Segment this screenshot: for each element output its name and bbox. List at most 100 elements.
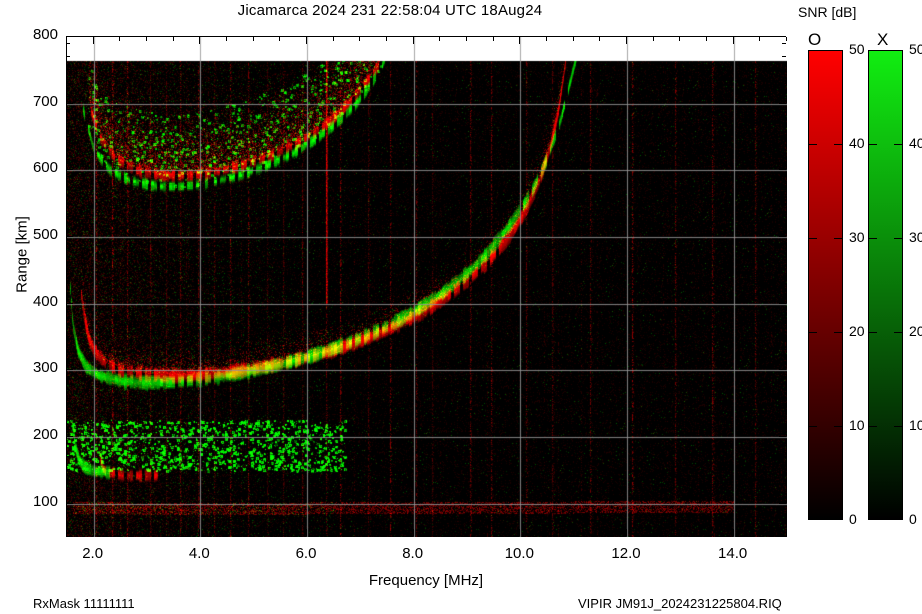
- y-minor-tick-mark: [66, 309, 70, 311]
- y-minor-tick-mark: [66, 362, 70, 364]
- y-tick-mark: [66, 502, 73, 504]
- colorbar-tick-mark: [868, 332, 877, 333]
- y-minor-tick-mark: [782, 216, 786, 217]
- y-minor-tick-mark: [782, 509, 786, 511]
- colorbar-o-label: O: [808, 30, 822, 49]
- y-tick-mark: [779, 502, 786, 504]
- colorbar-tick-label-o: 30: [849, 229, 865, 245]
- y-minor-tick-mark: [782, 242, 786, 244]
- colorbar-tick-label-x: 30: [909, 229, 922, 245]
- y-minor-tick-mark: [782, 82, 786, 84]
- y-minor-tick-mark: [782, 362, 786, 364]
- colorbar-tick-label-o: 40: [849, 135, 865, 151]
- y-minor-tick-mark: [782, 149, 786, 151]
- y-minor-tick-mark: [782, 229, 786, 231]
- y-tick-mark: [779, 36, 786, 37]
- x-minor-tick-mark: [386, 532, 387, 536]
- y-minor-tick-mark: [66, 496, 70, 497]
- x-minor-tick-mark: [706, 532, 707, 536]
- y-minor-tick-mark: [782, 296, 786, 297]
- colorbar-x-label: X: [877, 30, 889, 49]
- x-minor-tick-mark: [332, 37, 334, 41]
- y-tick-mark: [66, 236, 73, 237]
- colorbar-x-mode: [868, 50, 903, 520]
- y-minor-tick-mark: [782, 96, 786, 97]
- x-minor-tick-mark: [226, 532, 227, 536]
- colorbar-tick-label-o: 10: [849, 417, 865, 433]
- x-tick-label: 8.0: [402, 545, 424, 562]
- y-minor-tick-mark: [782, 402, 786, 404]
- x-minor-tick-mark: [706, 37, 707, 41]
- x-minor-tick-mark: [439, 532, 441, 536]
- y-minor-tick-mark: [66, 402, 70, 404]
- y-tick-label: 700: [32, 92, 58, 110]
- y-tick-label: 500: [32, 226, 58, 243]
- x-tick-label: 12.0: [611, 545, 641, 562]
- y-minor-tick-mark: [782, 309, 786, 311]
- y-tick-label: 600: [32, 159, 58, 177]
- colorbar-tick-label-o: 20: [849, 323, 865, 339]
- x-tick-mark: [92, 529, 94, 536]
- y-minor-tick-mark: [66, 109, 70, 111]
- x-tick-mark: [519, 37, 521, 44]
- y-tick-mark: [66, 102, 73, 104]
- y-minor-tick-mark: [66, 482, 70, 484]
- y-minor-tick-mark: [782, 282, 786, 284]
- y-minor-tick-mark: [66, 162, 70, 164]
- y-minor-tick-mark: [782, 349, 786, 351]
- colorbar-o-mode: [808, 50, 843, 520]
- x-minor-tick-mark: [652, 37, 654, 41]
- x-minor-tick-mark: [546, 532, 547, 536]
- x-minor-tick-mark: [466, 532, 467, 536]
- colorbar-tick-label-x: 50: [909, 41, 922, 57]
- x-tick-mark: [199, 37, 201, 44]
- x-minor-tick-mark: [759, 37, 761, 41]
- y-tick-label: 400: [32, 292, 58, 310]
- y-minor-tick-mark: [66, 509, 70, 511]
- y-minor-tick-mark: [66, 282, 70, 284]
- x-minor-tick-mark: [599, 37, 601, 41]
- x-minor-tick-mark: [546, 37, 547, 41]
- y-minor-tick-mark: [66, 216, 70, 217]
- y-minor-tick-mark: [66, 69, 70, 71]
- y-minor-tick-mark: [66, 42, 70, 44]
- y-minor-tick-mark: [782, 456, 786, 457]
- x-minor-tick-mark: [119, 37, 121, 41]
- y-tick-mark: [779, 236, 786, 237]
- y-minor-tick-mark: [782, 496, 786, 497]
- colorbar-tick-mark: [894, 332, 903, 333]
- x-minor-tick-mark: [359, 37, 361, 41]
- rxmask-status: RxMask 11111111: [33, 596, 135, 611]
- y-minor-tick-mark: [66, 269, 70, 271]
- colorbar-title: SNR [dB]: [798, 4, 857, 20]
- colorbar-tick-label-o: 50: [849, 41, 865, 57]
- y-minor-tick-mark: [782, 536, 786, 537]
- colorbar-tick-mark: [834, 332, 843, 333]
- colorbar-tick-mark: [808, 144, 817, 145]
- y-tick-label: 300: [32, 359, 58, 377]
- y-minor-tick-mark: [66, 256, 70, 257]
- y-minor-tick-mark: [782, 429, 786, 431]
- y-tick-mark: [66, 436, 73, 437]
- y-minor-tick-mark: [782, 522, 786, 524]
- y-minor-tick-mark: [66, 349, 70, 351]
- y-tick-mark: [66, 36, 73, 37]
- ionogram-canvas: [67, 37, 787, 537]
- x-minor-tick-mark: [572, 37, 574, 41]
- y-minor-tick-mark: [66, 56, 70, 57]
- y-tick-mark: [779, 436, 786, 437]
- y-tick-label: 200: [32, 426, 58, 443]
- y-minor-tick-mark: [782, 56, 786, 57]
- y-minor-tick-mark: [782, 189, 786, 191]
- y-tick-mark: [779, 102, 786, 104]
- y-minor-tick-mark: [782, 136, 786, 137]
- ionogram-plot-area[interactable]: [66, 36, 787, 537]
- colorbar-tick-mark: [834, 144, 843, 145]
- x-tick-mark: [199, 529, 201, 536]
- colorbar-tick-mark: [894, 238, 903, 239]
- x-minor-tick-mark: [599, 532, 601, 536]
- colorbar-tick-mark: [808, 238, 817, 239]
- y-minor-tick-mark: [782, 69, 786, 71]
- y-minor-tick-mark: [66, 536, 70, 537]
- y-minor-tick-mark: [66, 322, 70, 324]
